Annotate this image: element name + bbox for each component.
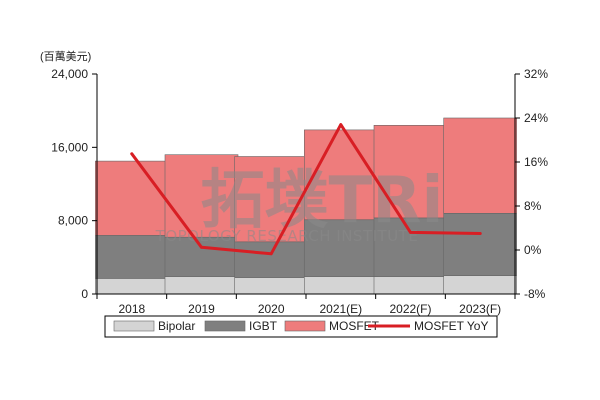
bar-bipolar-1 xyxy=(164,276,239,295)
bar-bipolar-5 xyxy=(443,275,518,295)
yoy-line-layer xyxy=(130,123,482,256)
right-tick-label-5: 32% xyxy=(524,67,548,81)
bar-mosfet-3 xyxy=(303,129,378,220)
unit-label: (百萬美元) xyxy=(40,50,91,63)
bar-bipolar-4 xyxy=(373,276,448,295)
axes: 0 8,000 16,000 24,000 -8% 0% 8% 16% 24% 32% 2018 20… xyxy=(51,67,548,316)
x-tick-label-2: 2020 xyxy=(258,302,285,316)
bar-mosfet-1 xyxy=(164,154,239,238)
mosfet-yoy-line xyxy=(130,123,482,256)
left-tick-label-3: 24,000 xyxy=(51,67,88,81)
right-tick-label-1: 0% xyxy=(524,243,542,257)
bar-bipolar-0 xyxy=(95,278,169,295)
x-tick-label-3: 2021(E) xyxy=(319,302,362,316)
legend-label-igbt: IGBT xyxy=(249,319,278,333)
bar-mosfet-2 xyxy=(234,156,308,243)
right-tick-label-0: -8% xyxy=(524,287,546,301)
legend-swatch-mosfet xyxy=(284,320,326,332)
bar-igbt-0 xyxy=(95,235,169,279)
bar-bipolar-3 xyxy=(303,276,378,295)
mosfet-yoy-point-3 xyxy=(339,123,343,126)
bar-igbt-5 xyxy=(443,213,518,276)
bars xyxy=(95,117,518,295)
bar-igbt-3 xyxy=(303,219,378,277)
bar-mosfet-0 xyxy=(95,160,169,236)
bar-bipolar-2 xyxy=(234,277,308,295)
mosfet-yoy-point-1 xyxy=(200,245,203,249)
left-tick-label-1: 8,000 xyxy=(58,214,88,228)
right-tick-label-2: 8% xyxy=(524,199,542,213)
legend-label-mosfet-yoy: MOSFET YoY xyxy=(414,319,488,333)
watermark: 拓墣TRi TOPOLOGY RESEARCH INSTITUTE xyxy=(155,164,444,245)
legend-label-bipolar: Bipolar xyxy=(158,319,195,333)
watermark-brand: 拓墣TRi xyxy=(201,164,444,238)
bar-igbt-4 xyxy=(373,217,448,277)
x-tick-label-0: 2018 xyxy=(118,302,145,316)
right-tick-label-4: 24% xyxy=(524,111,548,125)
left-tick-label-0: 0 xyxy=(81,287,88,301)
legend: Bipolar IGBT MOSFET MOSFET YoY xyxy=(104,315,498,338)
left-tick-label-2: 16,000 xyxy=(51,140,88,154)
right-tick-label-3: 16% xyxy=(524,155,548,169)
bar-mosfet-4 xyxy=(373,125,448,219)
mosfet-yoy-point-2 xyxy=(269,252,273,256)
bar-igbt-2 xyxy=(234,241,308,278)
watermark-subtitle: TOPOLOGY RESEARCH INSTITUTE xyxy=(155,227,419,245)
x-tick-label-4: 2022(F) xyxy=(389,302,431,316)
bar-mosfet-5 xyxy=(443,117,518,214)
legend-swatch-bipolar xyxy=(113,320,155,332)
legend-label-mosfet: MOSFET xyxy=(329,319,380,333)
mosfet-yoy-point-0 xyxy=(130,152,134,156)
mosfet-yoy-point-5 xyxy=(478,232,482,235)
x-tick-label-1: 2019 xyxy=(188,302,215,316)
mosfet-yoy-point-4 xyxy=(409,231,412,234)
legend-swatch-igbt xyxy=(204,320,246,332)
x-tick-label-5: 2023(F) xyxy=(459,302,501,316)
